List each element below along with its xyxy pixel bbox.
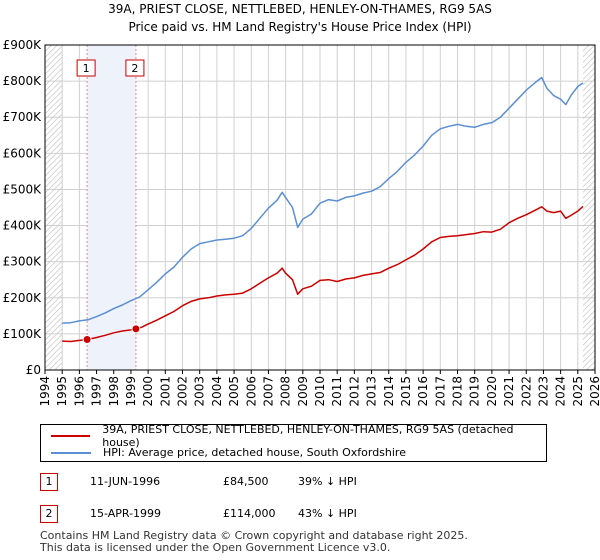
y-tick-label: £400K [3, 219, 43, 233]
transaction-label-box [76, 59, 96, 77]
x-tick-label: 2025 [571, 376, 585, 407]
chart-title: 39A, PRIEST CLOSE, NETTLEBED, HENLEY-ON-… [108, 2, 492, 16]
hatched-region-start [45, 45, 63, 370]
x-tick-label: 2014 [382, 376, 396, 407]
x-tick-label: 1996 [72, 376, 86, 407]
x-tick-label: 2010 [313, 376, 327, 407]
x-tick-label: 2006 [244, 376, 258, 407]
legend-swatch-hpi [51, 451, 91, 454]
x-tick-label: 1997 [90, 376, 104, 407]
transaction-hpi-diff: 43% ↓ HPI [298, 507, 357, 520]
transaction-point [82, 334, 92, 344]
transaction-badge: 2 [40, 505, 58, 523]
x-tick-label: 2022 [519, 376, 533, 407]
y-tick-label: £0 [26, 363, 41, 377]
x-tick-label: 2018 [451, 376, 465, 407]
x-tick-label: 1998 [107, 376, 121, 407]
legend-item-price: 39A, PRIEST CLOSE, NETTLEBED, HENLEY-ON-… [41, 423, 546, 449]
y-tick-label: £300K [3, 255, 43, 269]
x-tick-label: 2008 [279, 376, 293, 407]
hatched-region-end [582, 45, 595, 370]
x-tick-label: 2011 [330, 376, 344, 407]
transaction-span [87, 45, 136, 370]
y-tick-label: £700K [3, 110, 43, 124]
x-tick-label: 2017 [433, 376, 447, 407]
chart: 39A, PRIEST CLOSE, NETTLEBED, HENLEY-ON-… [3, 2, 600, 407]
transaction-point [131, 324, 141, 334]
x-tick-label: 1995 [55, 376, 69, 407]
x-tick-label: 2004 [210, 376, 224, 407]
y-tick-label: £600K [3, 146, 43, 160]
x-tick-label: 2024 [554, 376, 568, 407]
transaction-label: 1 [83, 62, 90, 75]
x-tick-label: 2023 [536, 376, 550, 407]
x-tick-label: 2019 [468, 376, 482, 407]
x-tick-label: 2000 [141, 376, 155, 407]
x-tick-label: 2005 [227, 376, 241, 407]
transaction-date: 11-JUN-1996 [90, 475, 161, 488]
legend-swatch-price [51, 434, 91, 437]
transaction-label-box [125, 59, 145, 77]
legend-label-hpi: HPI: Average price, detached house, Sout… [103, 446, 406, 459]
y-tick-label: £900K [3, 38, 43, 52]
x-tick-label: 2016 [416, 376, 430, 407]
x-tick-label: 2012 [347, 376, 361, 407]
footer: Contains HM Land Registry data © Crown c… [40, 530, 468, 554]
x-tick-label: 2009 [296, 376, 310, 407]
transaction-hpi-diff: 39% ↓ HPI [298, 475, 357, 488]
x-tick-label: 2013 [365, 376, 379, 407]
transaction-label: 2 [131, 62, 138, 75]
legend-item-hpi: HPI: Average price, detached house, Sout… [41, 444, 406, 461]
y-tick-label: £800K [3, 74, 43, 88]
x-tick-label: 1999 [124, 376, 138, 407]
transaction-date: 15-APR-1999 [90, 507, 162, 520]
chart-subtitle: Price paid vs. HM Land Registry's House … [128, 20, 471, 34]
x-tick-label: 1994 [38, 376, 52, 407]
footer-line-1: Contains HM Land Registry data © Crown c… [40, 529, 468, 542]
y-tick-label: £100K [3, 327, 43, 341]
footer-line-2: This data is licensed under the Open Gov… [40, 541, 391, 554]
x-tick-label: 2020 [485, 376, 499, 407]
hpi-series-line [62, 76, 584, 324]
transaction-price: £114,000 [223, 507, 276, 520]
x-tick-label: 2021 [502, 376, 516, 407]
transaction-price: £84,500 [223, 475, 269, 488]
x-tick-label: 2007 [261, 376, 275, 407]
x-tick-label: 2001 [158, 376, 172, 407]
legend: 39A, PRIEST CLOSE, NETTLEBED, HENLEY-ON-… [40, 423, 547, 462]
price-series-line [62, 205, 584, 343]
y-tick-label: £200K [3, 291, 43, 305]
y-tick-label: £500K [3, 182, 43, 196]
x-tick-label: 2026 [588, 376, 600, 407]
x-tick-label: 2002 [176, 376, 190, 407]
x-tick-label: 2015 [399, 376, 413, 407]
transaction-badge: 1 [40, 473, 58, 491]
legend-label-price: 39A, PRIEST CLOSE, NETTLEBED, HENLEY-ON-… [102, 422, 514, 449]
x-tick-label: 2003 [193, 376, 207, 407]
